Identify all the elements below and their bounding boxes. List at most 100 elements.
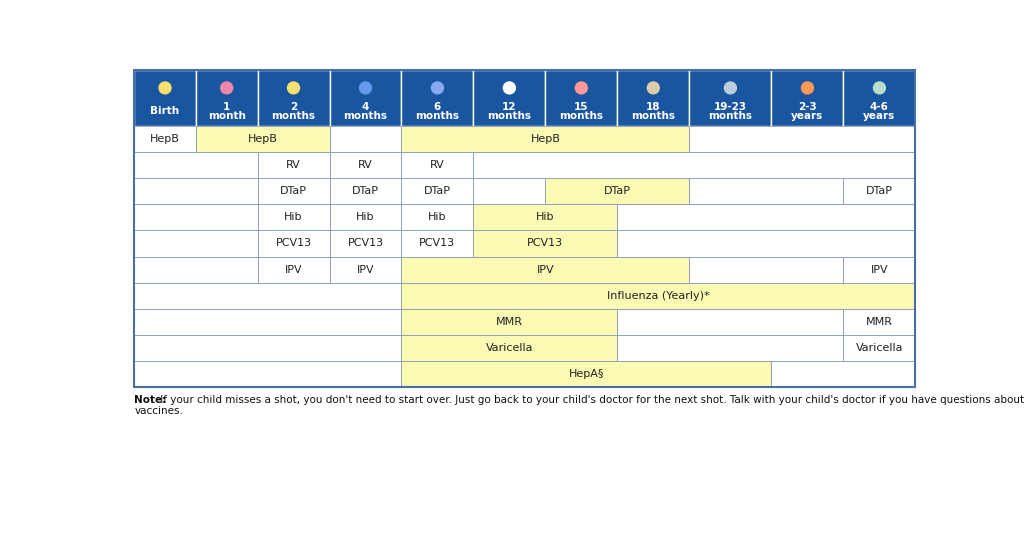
Circle shape [221, 82, 232, 94]
Bar [401, 335, 617, 361]
Bar [330, 152, 401, 178]
Text: PCV13: PCV13 [420, 238, 456, 248]
Circle shape [504, 82, 515, 94]
Bar [134, 204, 258, 230]
Text: months: months [631, 111, 675, 121]
Text: HepB: HepB [248, 134, 278, 144]
Text: 2-3: 2-3 [798, 102, 817, 112]
Circle shape [288, 82, 299, 94]
Text: years: years [863, 111, 896, 121]
Bar [617, 70, 689, 126]
Circle shape [724, 82, 736, 94]
Text: years: years [792, 111, 823, 121]
Text: DTaP: DTaP [604, 186, 631, 196]
Text: 12: 12 [502, 102, 517, 112]
Bar [844, 335, 915, 361]
Circle shape [159, 82, 171, 94]
Text: RV: RV [358, 160, 373, 170]
Text: If your child misses a shot, you don't need to start over. Just go back to your : If your child misses a shot, you don't n… [158, 395, 1024, 405]
Bar [134, 257, 258, 283]
Text: Hib: Hib [537, 212, 555, 222]
Bar [617, 335, 844, 361]
Bar [617, 309, 844, 335]
Text: IPV: IPV [870, 264, 888, 274]
Bar [258, 204, 330, 230]
Bar [401, 230, 473, 257]
Bar [401, 257, 689, 283]
Text: MMR: MMR [496, 317, 523, 327]
Bar [330, 70, 401, 126]
Bar [330, 126, 401, 152]
Bar [689, 126, 915, 152]
Text: RV: RV [286, 160, 301, 170]
Bar [844, 257, 915, 283]
Text: 19-23: 19-23 [714, 102, 746, 112]
Text: 4: 4 [361, 102, 370, 112]
Bar [330, 204, 401, 230]
Text: HepB: HepB [151, 134, 180, 144]
Bar [258, 178, 330, 204]
Circle shape [431, 82, 443, 94]
Bar [844, 178, 915, 204]
Bar [196, 70, 258, 126]
Bar [617, 204, 915, 230]
Text: months: months [271, 111, 315, 121]
Bar [844, 309, 915, 335]
Bar [473, 230, 617, 257]
Text: 15: 15 [574, 102, 589, 112]
Bar [689, 178, 844, 204]
Text: Influenza (Yearly)*: Influenza (Yearly)* [607, 291, 710, 301]
Text: PCV13: PCV13 [347, 238, 384, 248]
Bar [134, 70, 915, 387]
Bar [689, 70, 771, 126]
Bar [134, 283, 401, 309]
Text: Hib: Hib [356, 212, 375, 222]
Text: 1: 1 [223, 102, 230, 112]
Text: PCV13: PCV13 [527, 238, 563, 248]
Bar [258, 257, 330, 283]
Bar [401, 204, 473, 230]
Text: IPV: IPV [537, 264, 554, 274]
Text: Hib: Hib [285, 212, 303, 222]
Text: HepB: HepB [530, 134, 560, 144]
Bar [134, 361, 401, 387]
Text: 2: 2 [290, 102, 297, 112]
Text: months: months [709, 111, 753, 121]
Circle shape [873, 82, 886, 94]
Circle shape [802, 82, 813, 94]
Text: DTaP: DTaP [424, 186, 451, 196]
Bar [617, 230, 915, 257]
Bar [771, 70, 844, 126]
Text: PCV13: PCV13 [275, 238, 311, 248]
Bar [771, 361, 915, 387]
Bar [401, 126, 689, 152]
Bar [473, 204, 617, 230]
Bar [330, 230, 401, 257]
Bar [401, 283, 915, 309]
Text: Birth: Birth [151, 106, 179, 116]
Bar [689, 257, 844, 283]
Text: IPV: IPV [285, 264, 302, 274]
Text: months: months [343, 111, 387, 121]
Text: RV: RV [430, 160, 444, 170]
Bar [546, 178, 689, 204]
Bar [196, 126, 330, 152]
Bar [473, 178, 546, 204]
Bar [258, 230, 330, 257]
Bar [401, 361, 771, 387]
Bar [134, 152, 258, 178]
Text: months: months [487, 111, 531, 121]
Bar [134, 230, 258, 257]
Bar [134, 335, 401, 361]
Text: DTaP: DTaP [866, 186, 893, 196]
Text: Hib: Hib [428, 212, 446, 222]
Text: 18: 18 [646, 102, 660, 112]
Bar [401, 309, 617, 335]
Bar [401, 70, 473, 126]
Bar [134, 178, 258, 204]
Bar [134, 309, 401, 335]
Text: 6: 6 [434, 102, 441, 112]
Text: DTaP: DTaP [352, 186, 379, 196]
Bar [401, 152, 473, 178]
Text: months: months [416, 111, 460, 121]
